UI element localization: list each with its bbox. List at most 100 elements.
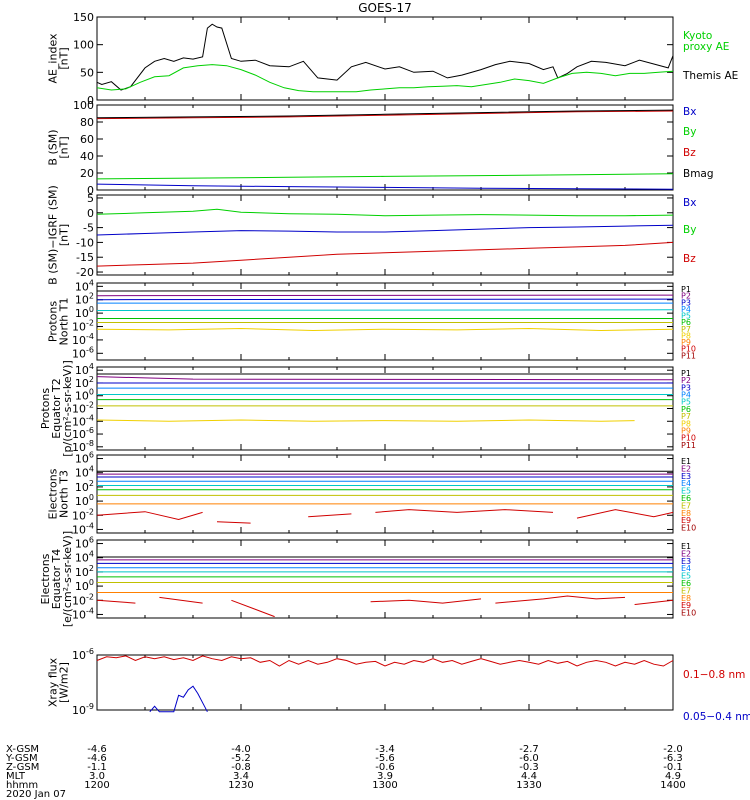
x-axis-value: -5.2 <box>231 753 251 764</box>
y-tick-label: -5 <box>83 222 94 235</box>
series-line-p2 <box>96 294 674 297</box>
y-tick-label: 80 <box>80 116 94 129</box>
series-line-p8 <box>96 327 674 332</box>
x-axis-value: -6.0 <box>519 753 539 764</box>
legend-entry: E1 <box>681 457 691 466</box>
legend-entry: P10 <box>681 345 696 354</box>
y-tick-label: 150 <box>73 11 94 24</box>
y-tick-label: 10-6 <box>72 647 94 662</box>
x-axis-value: 1300 <box>372 780 397 791</box>
legend-entry: E5 <box>681 487 691 496</box>
y-tick-label: 104 <box>75 278 94 293</box>
y-tick-label: 104 <box>75 550 94 565</box>
series-line-p3 <box>96 298 674 301</box>
y-tick-label: 10-4 <box>72 606 94 621</box>
legend-entry: E4 <box>681 479 691 488</box>
legend-entry: P9 <box>681 426 691 435</box>
legend-entry: E6 <box>681 579 691 588</box>
legend-entry: Bz <box>683 147 696 159</box>
legend-entry: E7 <box>681 586 691 595</box>
legend-entry: P1 <box>681 285 691 294</box>
series-line-e9a <box>96 511 203 521</box>
y-tick-label: 100 <box>73 99 94 112</box>
x-axis-value: -4.6 <box>87 753 107 764</box>
y-axis-label: North T1 <box>58 298 71 346</box>
legend-entry: E7 <box>681 501 691 510</box>
legend-entry: E8 <box>681 594 691 603</box>
legend-entry: E3 <box>681 557 691 566</box>
legend-entry: E2 <box>681 549 691 558</box>
x-axis-value: -0.6 <box>375 762 395 773</box>
y-tick-label: 10-2 <box>72 592 94 607</box>
legend-entry: P7 <box>681 412 691 421</box>
x-axis-value: -4.6 <box>87 744 107 755</box>
series-line-bz <box>96 110 674 120</box>
legend-entry: By <box>683 126 696 138</box>
y-tick-label: 102 <box>75 292 94 307</box>
legend-entry: P2 <box>681 292 691 301</box>
series-line-bx <box>96 224 674 236</box>
series-line-e9f <box>634 599 674 605</box>
y-axis-label: AE_index <box>47 33 60 84</box>
legend-entry: E4 <box>681 564 691 573</box>
series-line-e9a <box>96 599 136 604</box>
x-axis-value: 4.9 <box>665 771 681 782</box>
legend: 0.1−0.8 nm 0.05−0.4 nm <box>683 669 750 723</box>
y-tick-label: 100 <box>75 493 94 508</box>
series-line-0-05-0-4-nm <box>149 685 208 713</box>
x-axis-value: -0.8 <box>231 762 251 773</box>
legend-entry: P4 <box>681 305 691 314</box>
series-line-themis-ae <box>96 23 674 91</box>
legend-entry: P11 <box>681 441 696 450</box>
y-axis-label: Electrons <box>39 553 52 604</box>
legend-entry: P9 <box>681 338 691 347</box>
x-axis-value: -0.1 <box>663 762 683 773</box>
y-axis-label: Xray flux <box>47 657 60 707</box>
y-axis-label: Electrons <box>47 468 60 519</box>
legend-entry: E9 <box>681 516 691 525</box>
y-tick-label: 10-4 <box>72 521 94 536</box>
series-line-0-1-0-8-nm <box>96 655 674 667</box>
legend-entry: Bx <box>683 106 696 118</box>
x-axis-value: 1400 <box>660 780 685 791</box>
series-line-e9d <box>370 598 482 604</box>
date-label: 2020 Jan 07 <box>6 789 66 800</box>
panel-2: 100 80 60 40 20 0 B (SM)[nT] Bx By Bz Bmag <box>47 99 714 197</box>
series-line-e9e <box>576 509 674 519</box>
plot-title: GOES-17 <box>358 1 412 15</box>
x-axis-value: 1200 <box>84 780 109 791</box>
legend-entry: E1 <box>681 542 691 551</box>
y-axis-label: [nT] <box>58 224 71 246</box>
y-tick-label: 104 <box>75 362 94 377</box>
x-axis-value: 3.9 <box>377 771 393 782</box>
x-axis-value: 3.4 <box>233 771 249 782</box>
series-line-bx <box>96 183 674 190</box>
y-axis-label: Equator T2 <box>50 378 63 438</box>
legend: Bx By Bz Bmag <box>683 106 714 180</box>
legend-entry: P4 <box>681 391 691 400</box>
y-tick-label: 0 <box>87 94 94 107</box>
y-tick-label: 40 <box>80 150 94 163</box>
legend-entry: P6 <box>681 318 691 327</box>
y-tick-label: -15 <box>76 251 94 264</box>
legend-entry: P8 <box>681 419 691 428</box>
x-axis-value: 1230 <box>228 780 253 791</box>
y-tick-label: 10-8 <box>72 439 94 454</box>
legend-entry: E9 <box>681 601 691 610</box>
legend-entry: P5 <box>681 398 691 407</box>
legend-entry: Kyoto <box>683 30 712 42</box>
x-axis-row-label: Y-GSM <box>5 753 38 764</box>
series-line-by <box>96 173 674 180</box>
legend-entry: P6 <box>681 405 691 414</box>
series-line-bz <box>96 241 674 267</box>
series-line-p5 <box>96 309 674 311</box>
y-axis-label: [p/(cm²-s-sr-keV)] <box>61 360 74 457</box>
y-tick-label: 102 <box>75 375 94 390</box>
legend-entry: By <box>683 224 696 236</box>
x-axis-row-label: Z-GSM <box>6 762 39 773</box>
